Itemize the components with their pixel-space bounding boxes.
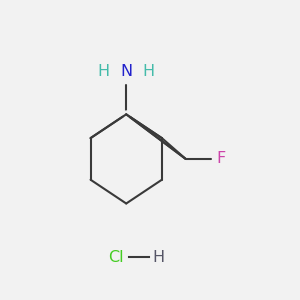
Text: H: H (153, 250, 165, 265)
Text: F: F (217, 152, 226, 166)
Text: H: H (142, 64, 154, 79)
Text: H: H (98, 64, 110, 79)
Text: N: N (120, 64, 132, 79)
Text: Cl: Cl (108, 250, 124, 265)
